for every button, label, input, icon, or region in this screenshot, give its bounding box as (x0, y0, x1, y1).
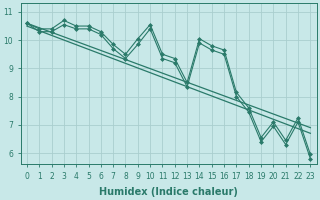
X-axis label: Humidex (Indice chaleur): Humidex (Indice chaleur) (99, 187, 238, 197)
